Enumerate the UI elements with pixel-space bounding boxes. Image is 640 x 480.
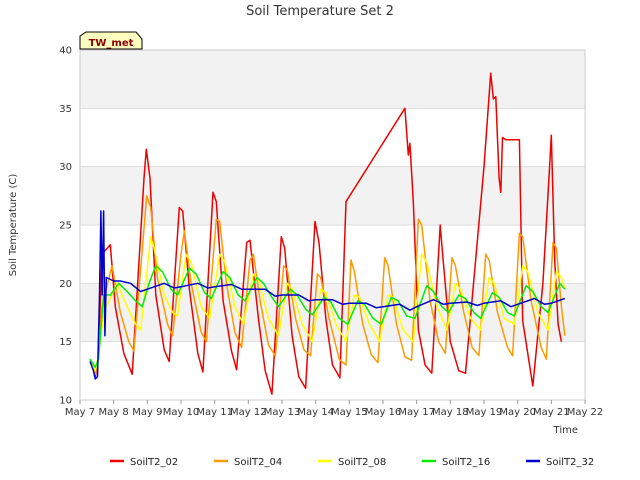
- x-tick-label: May 15: [331, 407, 368, 418]
- x-tick-label: May 10: [163, 407, 200, 418]
- x-tick-label: May 16: [365, 407, 402, 418]
- x-tick-label: May 9: [132, 407, 162, 418]
- x-tick-label: May 13: [264, 407, 301, 418]
- y-tick-label: 20: [59, 279, 72, 290]
- series-line-soilt2_16: [89, 265, 566, 369]
- y-axis-label: Soil Temperature (C): [8, 174, 19, 277]
- legend-label: SoilT2_02: [130, 457, 178, 468]
- series-line-soilt2_04: [89, 195, 566, 376]
- x-tick-label: May 18: [432, 407, 469, 418]
- y-tick-label: 35: [59, 104, 72, 115]
- y-tick-label: 15: [59, 337, 72, 348]
- plot-background-bands: [80, 50, 585, 400]
- plot-band: [80, 50, 585, 109]
- x-tick-label: May 11: [196, 407, 233, 418]
- legend-label: SoilT2_32: [546, 457, 594, 468]
- legend-label: SoilT2_16: [442, 457, 490, 468]
- x-tick-label: May 19: [466, 407, 503, 418]
- y-tick-label: 40: [59, 46, 72, 57]
- legend-label: SoilT2_04: [234, 457, 282, 468]
- x-axis-label: Time: [553, 425, 578, 436]
- x-tick-label: May 17: [398, 407, 435, 418]
- chart-title: Soil Temperature Set 2: [246, 4, 394, 19]
- station-badge: TW_met: [79, 31, 143, 50]
- badge-shape: [79, 31, 143, 50]
- series-line-soilt2_02: [89, 72, 563, 395]
- x-tick-label: May 20: [499, 407, 536, 418]
- badge-label: TW_met: [89, 38, 134, 49]
- plot-area-border: [79, 49, 586, 401]
- x-tick-label: May 7: [65, 407, 95, 418]
- legend-label: SoilT2_08: [338, 457, 386, 468]
- plot-band: [80, 166, 585, 225]
- y-axis-ticks: 10 15 20 25 30 35 40: [59, 46, 72, 407]
- y-tick-label: 30: [59, 162, 72, 173]
- legend: SoilT2_02 SoilT2_04 SoilT2_08 SoilT2_16 Soil…: [110, 457, 594, 468]
- data-series: [89, 72, 566, 395]
- series-line-soilt2_08: [89, 235, 566, 372]
- y-tick-label: 25: [59, 221, 72, 232]
- series-line-soilt2_32: [89, 210, 566, 380]
- x-tick-label: May 21: [533, 407, 570, 418]
- x-tick-label: May 14: [297, 407, 334, 418]
- plot-band: [80, 108, 585, 167]
- x-tick-label: May 12: [230, 407, 267, 418]
- x-tick-label: May 22: [567, 407, 604, 418]
- x-tick-label: May 8: [99, 407, 129, 418]
- y-tick-label: 10: [59, 396, 72, 407]
